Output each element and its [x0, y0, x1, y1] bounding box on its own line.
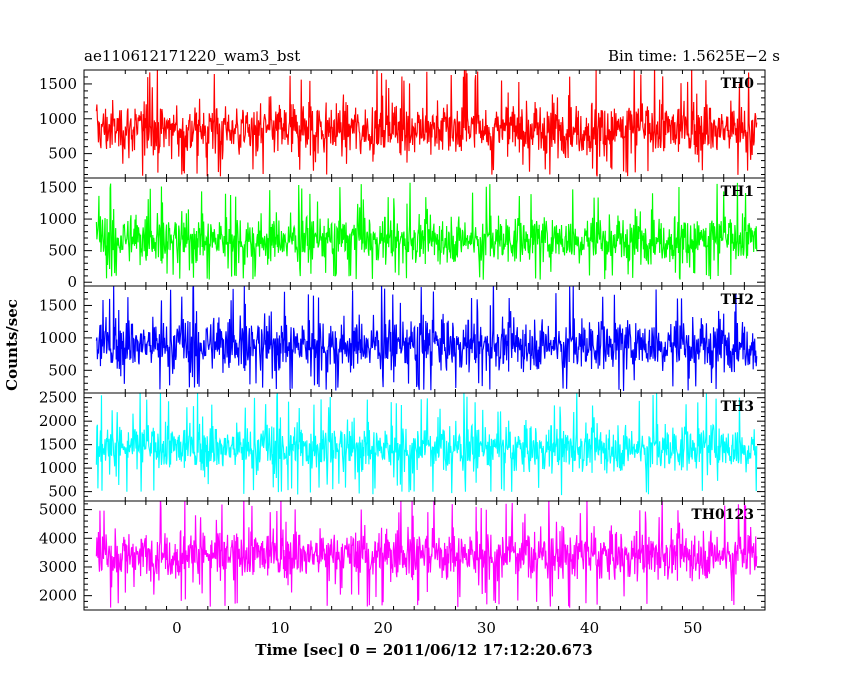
y-tick-label: 1500: [39, 75, 77, 93]
panel-th2: 500 1000 1500 TH2: [39, 285, 766, 394]
series-label-th0: TH0: [721, 76, 755, 92]
x-tick-label: 50: [683, 619, 702, 637]
y-tick-label: 500: [48, 483, 77, 501]
bin-time-label: Bin time: 1.5625E−2 s: [608, 47, 780, 65]
y-tick-label: 500: [48, 361, 77, 379]
x-axis: 0 10 20 30 40 50: [172, 619, 702, 637]
panel-th3: 500 1000 1500 2000 2500 TH3: [39, 389, 766, 502]
y-tick-label: 1000: [39, 459, 77, 477]
series-label-th2: TH2: [721, 292, 754, 308]
panels: 500 1000 1500 TH0 0 500 1000 1500 TH1 500 1000 1500…: [39, 69, 766, 611]
panel-th1: 0 500 1000 1500 TH1: [39, 177, 766, 291]
x-tick-label: 10: [270, 619, 289, 637]
panel-th0: 500 1000 1500 TH0: [39, 69, 766, 179]
y-tick-label: 1000: [39, 110, 77, 128]
series-line-th1: [95, 182, 758, 280]
y-tick-label: 2000: [39, 412, 77, 430]
y-tick-label: 0: [67, 273, 77, 291]
y-tick-label: 2500: [39, 389, 77, 407]
y-tick-label: 500: [48, 242, 77, 260]
series-label-th3: TH3: [721, 399, 754, 415]
y-tick-label: 500: [48, 145, 77, 163]
series-line-th3: [95, 393, 758, 496]
chart-title: ae110612171220_wam3_bst: [84, 47, 300, 65]
series-line-th2: [95, 286, 758, 391]
x-tick-label: 30: [477, 619, 496, 637]
x-tick-label: 40: [580, 619, 599, 637]
series-label-th1: TH1: [721, 184, 754, 200]
y-tick-label: 3000: [39, 558, 77, 576]
x-axis-label: Time [sec] 0 = 2011/06/12 17:12:20.673: [255, 641, 592, 659]
x-tick-label: 20: [374, 619, 393, 637]
y-tick-label: 1000: [39, 329, 77, 347]
y-axis-label: Counts/sec: [3, 299, 21, 391]
series-label-th0123: TH0123: [691, 507, 754, 523]
y-tick-label: 1500: [39, 436, 77, 454]
series-line-th0123: [95, 501, 758, 608]
y-tick-label: 2000: [39, 587, 77, 605]
y-tick-label: 4000: [39, 529, 77, 547]
y-tick-label: 1500: [39, 296, 77, 314]
y-tick-label: 1500: [39, 178, 77, 196]
y-tick-label: 5000: [39, 501, 77, 519]
panel-th0123: 2000 3000 4000 5000 TH0123: [39, 500, 766, 611]
y-tick-label: 1000: [39, 210, 77, 228]
series-line-th0: [95, 70, 758, 177]
x-tick-label: 0: [172, 619, 182, 637]
